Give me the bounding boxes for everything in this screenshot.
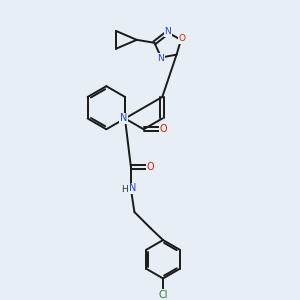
Text: O: O (146, 162, 154, 172)
Text: Cl: Cl (158, 290, 168, 300)
Text: N: N (129, 183, 137, 194)
Text: H: H (122, 184, 128, 194)
Text: N: N (120, 113, 127, 124)
Text: N: N (157, 54, 164, 63)
Text: O: O (159, 124, 167, 134)
Text: N: N (164, 27, 171, 36)
Text: O: O (179, 34, 186, 43)
